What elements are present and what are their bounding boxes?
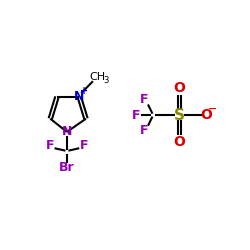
Text: −: − — [208, 104, 218, 114]
Text: F: F — [46, 139, 54, 152]
Text: S: S — [174, 108, 185, 122]
Text: 3: 3 — [104, 76, 109, 85]
Text: F: F — [140, 93, 149, 106]
Text: CH: CH — [89, 72, 105, 82]
Text: F: F — [80, 139, 88, 152]
Text: +: + — [80, 86, 88, 97]
Text: F: F — [132, 108, 140, 122]
Text: N: N — [74, 90, 85, 103]
Text: O: O — [200, 108, 212, 122]
Text: F: F — [140, 124, 149, 137]
Text: O: O — [174, 135, 185, 149]
Text: N: N — [62, 126, 72, 138]
Text: Br: Br — [59, 161, 75, 174]
Text: O: O — [174, 82, 185, 96]
